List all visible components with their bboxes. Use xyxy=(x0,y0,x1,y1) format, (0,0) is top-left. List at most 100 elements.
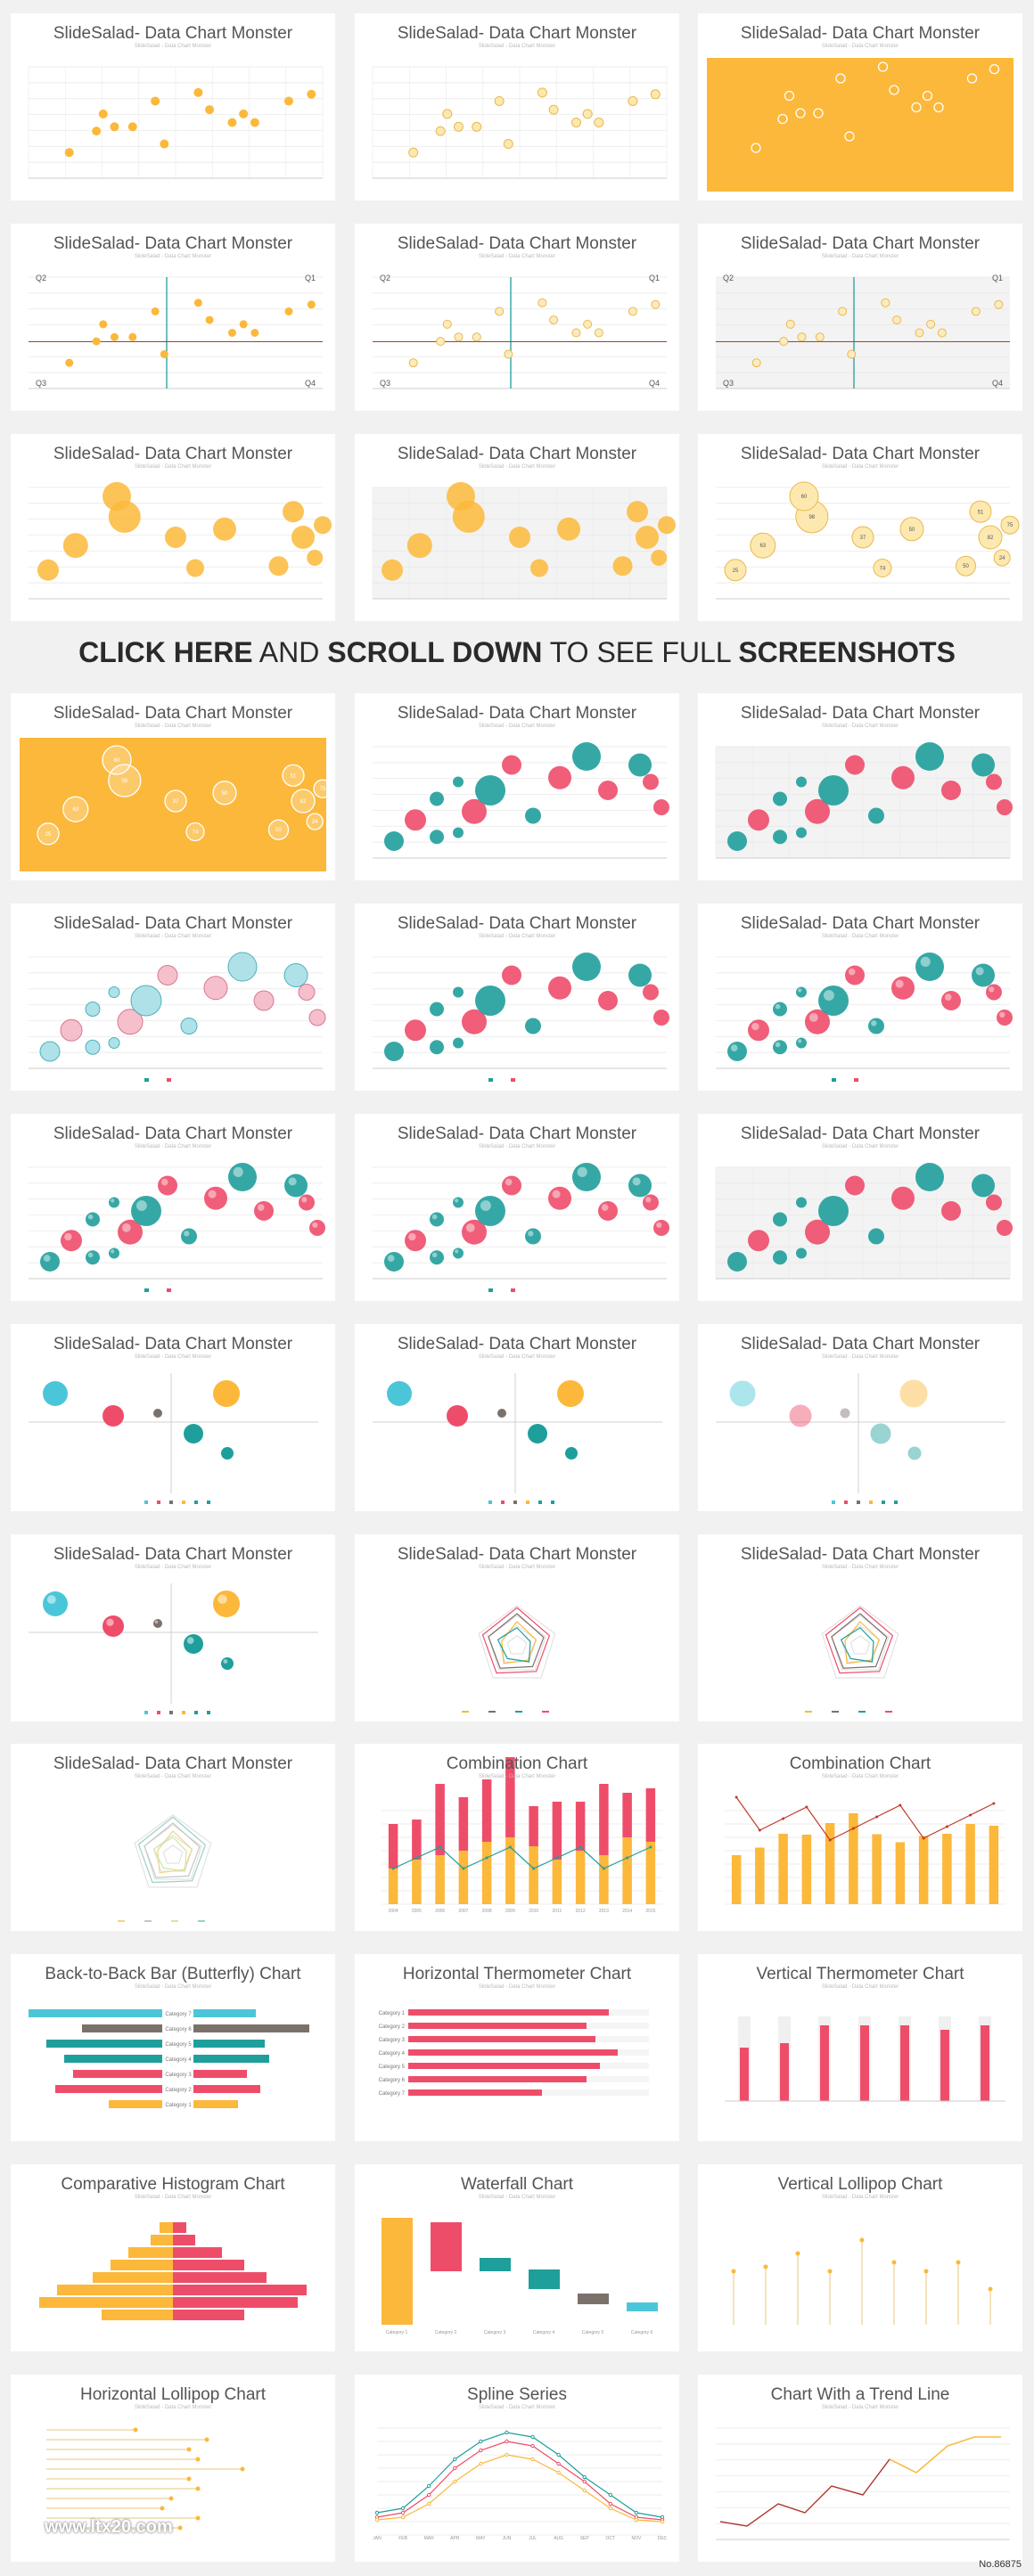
thumbnail-title: SlideSalad- Data Chart Monster xyxy=(397,24,637,43)
bubble xyxy=(845,1175,865,1196)
bubble-label: 51 xyxy=(291,773,297,779)
segment-bubble xyxy=(840,1408,850,1419)
screenshot-thumbnail[interactable]: SlideSalad- Data Chart Monster SlideSalad… xyxy=(11,904,335,1091)
screenshot-thumbnail[interactable]: SlideSalad- Data Chart Monster SlideSalad… xyxy=(355,904,679,1091)
bubble xyxy=(430,791,444,806)
chart-graphic xyxy=(373,953,669,1082)
screenshot-thumbnail[interactable]: Category 1 Category 2 Category 3 Category 4… xyxy=(355,2164,679,2351)
screenshot-thumbnail[interactable]: Vertical Thermometer Chart SlideSalad - D… xyxy=(698,1954,1022,2141)
thumbnail-title: SlideSalad- Data Chart Monster xyxy=(740,704,981,723)
bubble xyxy=(956,555,976,577)
screenshot-thumbnail[interactable]: SlideSalad- Data Chart Monster SlideSalad… xyxy=(698,693,1022,880)
category-label: Category 6 xyxy=(379,2078,406,2083)
scatter-point xyxy=(538,298,547,307)
line-point xyxy=(485,1856,488,1860)
bubble xyxy=(85,1039,101,1055)
screenshot-thumbnail[interactable]: Horizontal Lollipop Chart SlideSalad - Da… xyxy=(11,2375,335,2562)
bubble xyxy=(60,1018,83,1042)
screenshot-thumbnail[interactable]: Chart With a Trend Line SlideSalad - Data… xyxy=(698,2375,1022,2562)
chart-graphic xyxy=(707,58,1013,192)
screenshot-thumbnail[interactable]: Vertical Lollipop Chart SlideSalad - Data… xyxy=(698,2164,1022,2351)
x-tick-label: MAY xyxy=(476,2536,486,2541)
thumbnail-subtitle: SlideSalad - Data Chart Monster xyxy=(478,2405,556,2410)
legend-marker xyxy=(194,1501,198,1504)
screenshot-thumbnail[interactable]: 25 63 98 60 37 50 74 50 51 82 75 24 SlideSalad- Data… xyxy=(698,434,1022,621)
screenshot-thumbnail[interactable]: SlideSalad- Data Chart Monster SlideSalad… xyxy=(698,13,1022,200)
legend-marker xyxy=(157,1501,160,1504)
spline-point xyxy=(505,2439,509,2444)
x-tick-label: AUG xyxy=(554,2536,563,2541)
banner-click-here[interactable]: CLICK HERE xyxy=(78,636,253,668)
screenshot-thumbnail[interactable]: SlideSalad- Data Chart Monster SlideSalad… xyxy=(355,1534,679,1721)
bubble-highlight xyxy=(121,1223,131,1232)
bubble-highlight xyxy=(798,988,802,993)
bubble xyxy=(598,781,618,800)
bubble-highlight xyxy=(106,1618,114,1626)
bubble-label: 24 xyxy=(999,556,1005,561)
radar-series xyxy=(501,1621,538,1664)
screenshot-thumbnail[interactable]: SlideSalad- Data Chart Monster SlideSalad… xyxy=(11,434,335,621)
bubble xyxy=(572,953,601,981)
scatter-point xyxy=(454,332,464,342)
screenshot-thumbnail[interactable]: SlideSalad- Data Chart Monster SlideSalad… xyxy=(11,13,335,200)
line-series xyxy=(392,1846,652,1869)
bubble xyxy=(997,1010,1013,1026)
thumbnail-title: Waterfall Chart xyxy=(461,2175,573,2194)
screenshot-thumbnail[interactable]: SlideSalad- Data Chart Monster SlideSalad… xyxy=(698,1114,1022,1301)
radar-series xyxy=(481,1607,551,1674)
screenshot-thumbnail[interactable]: SlideSalad- Data Chart Monster SlideSalad… xyxy=(11,1324,335,1511)
butterfly-right-bar xyxy=(193,2009,256,2017)
screenshot-thumbnail[interactable]: Comparative Histogram Chart SlideSalad - … xyxy=(11,2164,335,2351)
screenshot-thumbnail[interactable]: SlideSalad- Data Chart Monster SlideSalad… xyxy=(11,1534,335,1721)
screenshot-thumbnail[interactable]: Category 1 Category 2 Category 3 Category 4… xyxy=(355,1954,679,2141)
screenshot-thumbnail[interactable]: SlideSalad- Data Chart Monster SlideSalad… xyxy=(355,1324,679,1511)
screenshot-thumbnail[interactable]: 2004 2005 2006 2007 2008 2009 2010 2011 2012 2013… xyxy=(355,1744,679,1931)
thumbnail-subtitle: SlideSalad - Data Chart Monster xyxy=(134,44,212,49)
legend-marker xyxy=(144,1711,148,1714)
screenshot-thumbnail[interactable]: SlideSalad- Data Chart Monster SlideSalad… xyxy=(355,13,679,200)
screenshot-thumbnail[interactable]: JAN FEB MAR APR MAY JUN JUL AUG SEP OCT NOV DEC Spli… xyxy=(355,2375,679,2562)
radar-series xyxy=(152,1836,187,1872)
screenshot-thumbnail[interactable]: SlideSalad- Data Chart Monster SlideSalad… xyxy=(355,434,679,621)
bubble xyxy=(291,526,315,549)
legend-marker xyxy=(488,1078,493,1082)
bubble-label: 82 xyxy=(988,536,994,541)
spline-point xyxy=(556,2461,561,2466)
bubble-label: 75 xyxy=(320,787,326,792)
bubble-label: 60 xyxy=(114,758,120,764)
bubble xyxy=(868,1018,884,1034)
bubble-highlight xyxy=(223,1659,228,1664)
screenshot-thumbnail[interactable]: SlideSalad- Data Chart Monster SlideSalad… xyxy=(11,1114,335,1301)
stacked-bar-bottom xyxy=(481,1842,492,1904)
click-here-banner[interactable]: CLICK HERE AND SCROLL DOWN TO SEE FULL S… xyxy=(0,626,1034,679)
lollipop-head xyxy=(956,2260,961,2265)
histogram-right-bar xyxy=(173,2222,186,2233)
segment-bubble xyxy=(43,1381,68,1406)
screenshot-thumbnail[interactable]: SlideSalad- Data Chart Monster SlideSalad… xyxy=(355,1114,679,1301)
screenshot-thumbnail[interactable]: Combination Chart SlideSalad - Data Chart… xyxy=(698,1744,1022,1931)
spline-point xyxy=(374,2510,380,2515)
chart-graphic xyxy=(715,1163,1013,1280)
screenshot-thumbnail[interactable]: Category 7 Category 6 Category 5 Category 4… xyxy=(11,1954,335,2141)
stacked-bar-bottom xyxy=(575,1851,586,1904)
bubble xyxy=(462,1009,487,1034)
screenshot-thumbnail[interactable]: SlideSalad- Data Chart Monster SlideSalad… xyxy=(355,693,679,880)
screenshot-thumbnail[interactable]: SlideSalad- Data Chart Monster SlideSalad… xyxy=(698,1324,1022,1511)
lollipop-head xyxy=(827,2269,833,2274)
screenshot-thumbnail[interactable]: SlideSalad- Data Chart Monster SlideSalad… xyxy=(698,1534,1022,1721)
bubble-highlight xyxy=(431,1252,438,1258)
screenshot-thumbnail[interactable]: Q2 Q1 Q3 Q4 SlideSalad- Data Chart Monster Sl… xyxy=(698,224,1022,411)
bubble-label: 50 xyxy=(275,828,282,833)
screenshot-thumbnail[interactable]: 25 63 98 60 37 50 74 50 51 82 75 24 SlideSalad- Data… xyxy=(11,693,335,880)
screenshot-thumbnail[interactable]: SlideSalad- Data Chart Monster SlideSalad… xyxy=(698,904,1022,1091)
bubble xyxy=(653,1220,669,1236)
screenshot-thumbnail[interactable]: SlideSalad- Data Chart Monster SlideSalad… xyxy=(11,1744,335,1931)
bubble xyxy=(915,953,944,981)
screenshot-thumbnail[interactable]: Q2 Q1 Q3 Q4 SlideSalad- Data Chart Monster Sl… xyxy=(355,224,679,411)
quadrant-label: Q3 xyxy=(380,379,390,388)
screenshot-thumbnail[interactable]: Q2 Q1 Q3 Q4 SlideSalad- Data Chart Monster Sl… xyxy=(11,224,335,411)
thumbnail-title: SlideSalad- Data Chart Monster xyxy=(740,24,981,43)
scatter-point xyxy=(785,319,795,329)
bubble xyxy=(972,963,995,987)
scatter-point xyxy=(815,332,825,342)
